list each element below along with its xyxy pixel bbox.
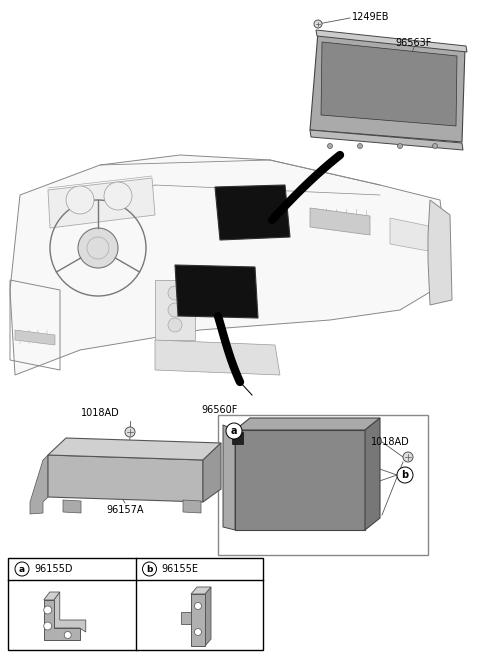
Text: 1018AD: 1018AD bbox=[81, 408, 120, 418]
Text: 1018AD: 1018AD bbox=[371, 437, 409, 447]
Text: 96563F: 96563F bbox=[395, 38, 432, 48]
Text: a: a bbox=[19, 564, 25, 574]
Circle shape bbox=[194, 602, 202, 610]
Polygon shape bbox=[235, 418, 380, 430]
Polygon shape bbox=[191, 594, 205, 646]
Polygon shape bbox=[48, 178, 155, 228]
Polygon shape bbox=[203, 443, 221, 502]
Polygon shape bbox=[310, 130, 463, 150]
Polygon shape bbox=[232, 432, 243, 444]
Circle shape bbox=[66, 186, 94, 214]
Polygon shape bbox=[191, 587, 211, 594]
Polygon shape bbox=[223, 425, 235, 530]
Bar bbox=[8, 558, 263, 650]
Polygon shape bbox=[10, 155, 450, 375]
Polygon shape bbox=[15, 330, 55, 345]
Text: a: a bbox=[231, 426, 237, 436]
Text: b: b bbox=[146, 564, 153, 574]
Text: 96157A: 96157A bbox=[106, 505, 144, 515]
Polygon shape bbox=[175, 265, 258, 318]
Polygon shape bbox=[365, 418, 380, 530]
Circle shape bbox=[226, 423, 242, 439]
Polygon shape bbox=[428, 200, 452, 305]
Polygon shape bbox=[205, 587, 211, 646]
Circle shape bbox=[143, 562, 156, 576]
Text: 96560F: 96560F bbox=[202, 405, 238, 415]
Circle shape bbox=[44, 606, 52, 614]
Text: 1249EB: 1249EB bbox=[352, 12, 389, 22]
Polygon shape bbox=[48, 455, 203, 502]
Circle shape bbox=[194, 629, 202, 635]
Circle shape bbox=[104, 182, 132, 210]
Text: 96155D: 96155D bbox=[34, 564, 72, 574]
Polygon shape bbox=[155, 280, 195, 340]
Circle shape bbox=[358, 143, 362, 148]
Polygon shape bbox=[215, 185, 290, 240]
Polygon shape bbox=[54, 592, 86, 632]
Polygon shape bbox=[30, 455, 48, 514]
Polygon shape bbox=[44, 592, 60, 600]
Polygon shape bbox=[63, 500, 81, 513]
Polygon shape bbox=[321, 42, 457, 126]
Circle shape bbox=[15, 562, 29, 576]
Polygon shape bbox=[316, 30, 467, 52]
Polygon shape bbox=[310, 208, 370, 235]
Polygon shape bbox=[235, 430, 365, 530]
Polygon shape bbox=[155, 340, 280, 375]
Circle shape bbox=[432, 143, 437, 148]
Bar bbox=[218, 415, 428, 555]
Polygon shape bbox=[310, 32, 465, 142]
Circle shape bbox=[78, 228, 118, 268]
Circle shape bbox=[397, 467, 413, 483]
Polygon shape bbox=[48, 438, 221, 460]
Circle shape bbox=[168, 318, 182, 332]
Polygon shape bbox=[183, 500, 201, 513]
Circle shape bbox=[125, 427, 135, 437]
Circle shape bbox=[327, 143, 333, 148]
Text: 96155E: 96155E bbox=[161, 564, 199, 574]
Circle shape bbox=[64, 631, 71, 639]
Circle shape bbox=[397, 143, 403, 148]
Circle shape bbox=[403, 452, 413, 462]
Text: b: b bbox=[401, 470, 408, 480]
Circle shape bbox=[44, 622, 52, 630]
Polygon shape bbox=[390, 218, 450, 255]
Circle shape bbox=[168, 286, 182, 300]
Circle shape bbox=[314, 20, 322, 28]
Circle shape bbox=[168, 303, 182, 317]
Polygon shape bbox=[181, 612, 191, 624]
Polygon shape bbox=[44, 600, 80, 640]
